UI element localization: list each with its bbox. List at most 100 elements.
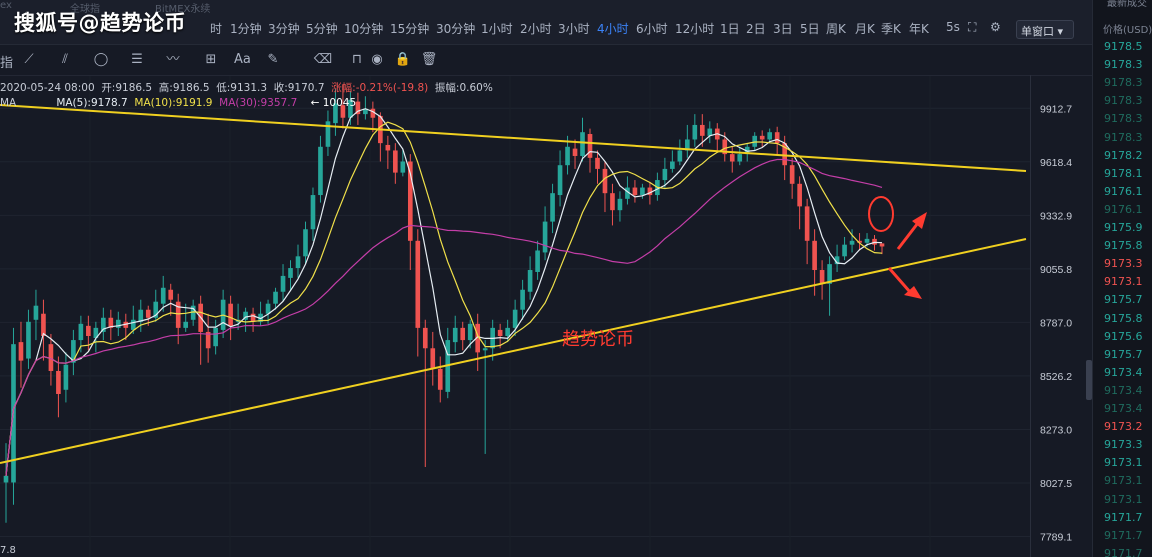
shape-tool-icon[interactable]: ◯ [93, 52, 109, 67]
brush-tool-icon[interactable]: ✎ [267, 52, 279, 67]
timeframe-15[interactable]: 3日 [773, 22, 793, 36]
info-low: 低:9131.3 [216, 82, 268, 94]
candle-body [789, 165, 795, 184]
lower-trendline [0, 238, 1027, 464]
up-arrow-icon [896, 212, 927, 250]
candle-body [78, 323, 84, 341]
timeframe-21[interactable]: 5s [946, 20, 960, 34]
timeframe-4[interactable]: 10分钟 [344, 22, 384, 36]
timeframe-1[interactable]: 1分钟 [230, 22, 262, 36]
trash-icon[interactable]: 🗑 [420, 52, 438, 67]
info-change: 涨幅:-0.21%(-19.8) [331, 82, 429, 94]
timeframe-0[interactable]: 时 [210, 22, 223, 36]
candle-body [797, 183, 802, 207]
info-date: 2020-05-24 08:00 [0, 82, 95, 94]
exchange-tab[interactable]: ex [0, 0, 12, 11]
lock-icon[interactable]: 🔒 [394, 52, 412, 67]
timeframe-8[interactable]: 2小时 [520, 22, 552, 36]
candle-body [602, 168, 608, 194]
trade-price: 9178.3 [1104, 112, 1143, 126]
timeframe-16[interactable]: 5日 [800, 22, 820, 36]
candle-body [527, 270, 533, 292]
measure-tool-icon[interactable]: ⊞ [205, 52, 217, 67]
eye-icon[interactable]: ◉ [371, 52, 383, 67]
timeframe-11[interactable]: 6小时 [636, 22, 668, 36]
bottom-axis-label: 7.8 [0, 545, 16, 556]
candle-body [190, 305, 196, 320]
timeframe-7[interactable]: 1小时 [481, 22, 513, 36]
timeframe-2[interactable]: 3分钟 [268, 22, 300, 36]
trade-price: 9175.9 [1104, 221, 1143, 234]
info-open: 开:9186.5 [101, 82, 153, 94]
price-tick-label: 8273.0 [1040, 424, 1072, 436]
candle-body [295, 256, 301, 269]
price-axis-border [1030, 75, 1031, 557]
candle-body [632, 187, 638, 196]
info-high: 高:9186.5 [158, 82, 210, 94]
candle-body [153, 301, 159, 318]
candle-body [145, 309, 151, 318]
candle-body [393, 150, 398, 173]
candle-body [729, 154, 735, 162]
candle-body [348, 99, 353, 118]
candle-body [175, 301, 181, 328]
ma10-value: MA(10):9191.9 [134, 97, 213, 109]
timeframe-12[interactable]: 12小时 [675, 22, 715, 36]
candle-body [363, 108, 368, 115]
watermark: 搜狐号@趋势论币 [14, 11, 186, 35]
ma10-line [5, 121, 883, 476]
timeframe-9[interactable]: 3小时 [558, 22, 590, 36]
wave-tool-icon[interactable]: 〰 [166, 52, 180, 67]
trade-price: 9173.4 [1104, 365, 1143, 379]
parallel-line-icon[interactable]: ⫽ [62, 52, 68, 67]
timeframe-6[interactable]: 30分钟 [436, 22, 476, 36]
candle-body [662, 168, 668, 181]
fib-tool-icon[interactable]: ☰ [131, 52, 143, 67]
candle-body [183, 321, 189, 328]
price-tick-label: 9055.8 [1040, 264, 1072, 276]
timeframe-14[interactable]: 2日 [746, 22, 766, 36]
settings-icon[interactable]: ⚙ [990, 20, 1001, 34]
trade-price: 9178.2 [1104, 148, 1143, 162]
timeframe-19[interactable]: 季K [881, 22, 901, 36]
candle-body [842, 244, 847, 257]
price-axis: 9912.7 9618.4 9332.9 9055.8 8787.0 8526.2 8273… [1040, 103, 1072, 543]
trade-price: 9175.8 [1104, 239, 1143, 253]
candle-body [288, 268, 293, 278]
candle-body [41, 313, 46, 337]
candle-body [580, 132, 585, 156]
trade-price: 9175.7 [1104, 293, 1143, 307]
scrollbar-handle[interactable] [1086, 360, 1092, 400]
upper-trendline [0, 104, 1027, 172]
timeframe-3[interactable]: 5分钟 [306, 22, 338, 36]
candle-body [505, 327, 510, 337]
ma-label: MA [0, 97, 17, 109]
timeframe-13[interactable]: 1日 [720, 22, 740, 36]
ma5-value: MA(5):9178.7 [56, 97, 128, 109]
exchange-tab[interactable]: 全球指 [70, 4, 100, 15]
ma30-line [5, 158, 883, 476]
trade-price: 9171.7 [1104, 528, 1143, 542]
candle-body [115, 319, 121, 328]
timeframe-18[interactable]: 月K [855, 22, 875, 36]
window-layout-select[interactable]: 单窗口 ▾ [1016, 20, 1074, 39]
timeframe-10[interactable]: 4小时 [597, 22, 629, 36]
magnet-icon[interactable]: ⊓ [351, 52, 363, 67]
drawing-toolbar: 指 ⟋ ⫽ ◯ ☰ 〰 ⊞ Aa ✎ ⌫ ⊓ ◉ 🔒 🗑 [0, 45, 1092, 76]
indicator-button[interactable]: 指 [0, 56, 14, 71]
eraser-tool-icon[interactable]: ⌫ [313, 52, 333, 67]
ma30-value: MA(30):9357.7 [219, 97, 298, 109]
candle-body [258, 313, 263, 322]
timeframe-17[interactable]: 周K [826, 22, 846, 36]
trade-price: 9171.7 [1104, 546, 1143, 557]
trade-price: 9173.4 [1104, 383, 1143, 397]
line-tool-icon[interactable]: ⟋ [24, 52, 34, 67]
candle-body [782, 143, 787, 166]
text-tool-button[interactable]: Aa [234, 52, 251, 67]
candle-body [475, 323, 481, 353]
timeframe-20[interactable]: 年K [909, 22, 929, 36]
exchange-tab[interactable]: BitMEX永续 [155, 4, 211, 15]
fullscreen-icon[interactable]: ⛶ [968, 20, 977, 34]
timeframe-5[interactable]: 15分钟 [390, 22, 430, 36]
